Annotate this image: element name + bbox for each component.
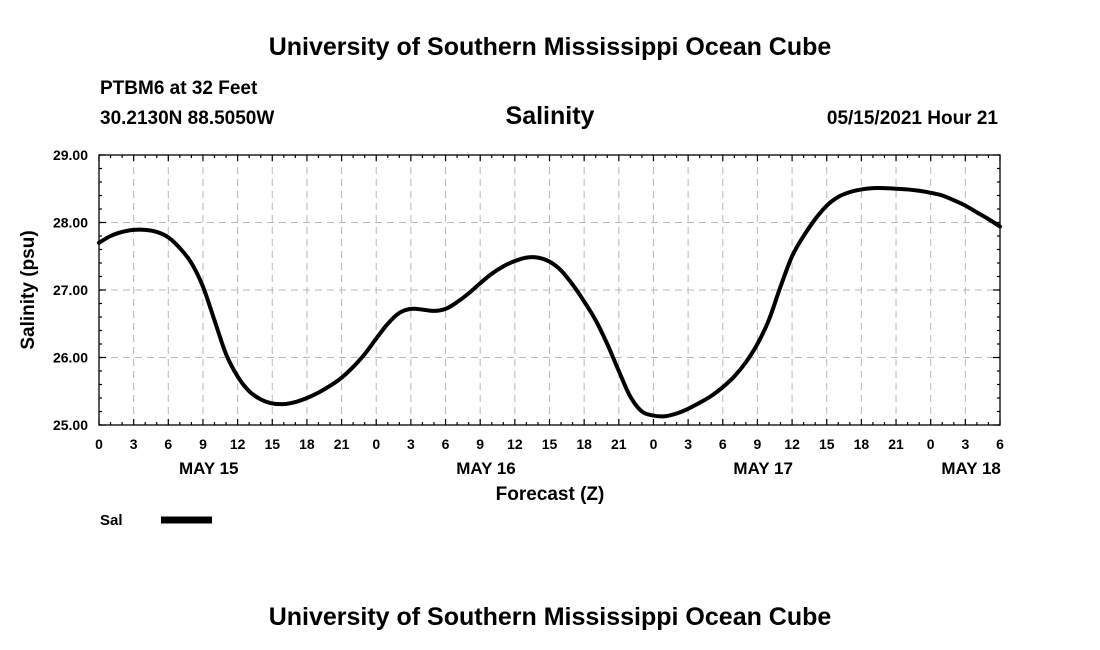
- date-label: MAY 18: [941, 459, 1001, 478]
- x-tick-label: 18: [854, 436, 870, 452]
- x-tick-label: 0: [650, 436, 658, 452]
- date-label: MAY 17: [733, 459, 793, 478]
- series-layer: [97, 185, 1002, 419]
- chart-title: Salinity: [506, 102, 595, 130]
- date-label: MAY 15: [179, 459, 239, 478]
- x-tick-label: 21: [611, 436, 627, 452]
- legend-label-sal: Sal: [100, 512, 123, 529]
- legend: Sal: [100, 512, 212, 529]
- x-tick-label: 9: [754, 436, 762, 452]
- x-tick-label: 6: [442, 436, 450, 452]
- y-tick-label: 28.00: [53, 215, 88, 231]
- x-tick-label: 6: [164, 436, 172, 452]
- x-tick-label: 0: [372, 436, 380, 452]
- x-tick-label: 3: [130, 436, 138, 452]
- grid-lines: [99, 155, 1000, 425]
- y-tick-label: 27.00: [53, 282, 88, 298]
- date-label: MAY 16: [456, 459, 516, 478]
- page-title-bottom: University of Southern Mississippi Ocean…: [269, 603, 832, 631]
- x-tick-label: 12: [230, 436, 246, 452]
- x-tick-label: 3: [961, 436, 969, 452]
- y-tick-label: 25.00: [53, 417, 88, 433]
- x-tick-label: 18: [576, 436, 592, 452]
- x-axis-label: Forecast (Z): [496, 484, 605, 505]
- x-tick-label: 15: [542, 436, 558, 452]
- station-label: PTBM6 at 32 Feet: [100, 78, 258, 99]
- axis-ticks: 0 3 6 9 12 15 18 21 0 3 6 9 12 15 18 21 0 3 6 9 12 15 18 21 0 3 6 2…: [53, 147, 1004, 478]
- y-axis-label: Salinity (psu): [18, 230, 39, 349]
- y-tick-label: 29.00: [53, 147, 88, 163]
- x-tick-label: 21: [888, 436, 904, 452]
- page-title-top: University of Southern Mississippi Ocean…: [269, 33, 832, 61]
- x-tick-label: 18: [299, 436, 315, 452]
- x-tick-label: 12: [507, 436, 523, 452]
- x-tick-label: 15: [819, 436, 835, 452]
- x-tick-label: 9: [199, 436, 207, 452]
- x-tick-label: 6: [719, 436, 727, 452]
- x-tick-label: 3: [684, 436, 692, 452]
- issued-time-label: 05/15/2021 Hour 21: [827, 108, 999, 129]
- y-tick-label: 26.00: [53, 350, 88, 366]
- x-tick-label: 3: [407, 436, 415, 452]
- x-tick-label: 15: [264, 436, 280, 452]
- series-line-sal: [97, 185, 1002, 419]
- x-tick-label: 12: [784, 436, 800, 452]
- x-tick-label: 21: [334, 436, 350, 452]
- x-tick-label: 9: [476, 436, 484, 452]
- x-tick-label: 0: [927, 436, 935, 452]
- x-tick-label: 0: [95, 436, 103, 452]
- coordinates-label: 30.2130N 88.5050W: [100, 108, 274, 129]
- x-tick-label: 6: [996, 436, 1004, 452]
